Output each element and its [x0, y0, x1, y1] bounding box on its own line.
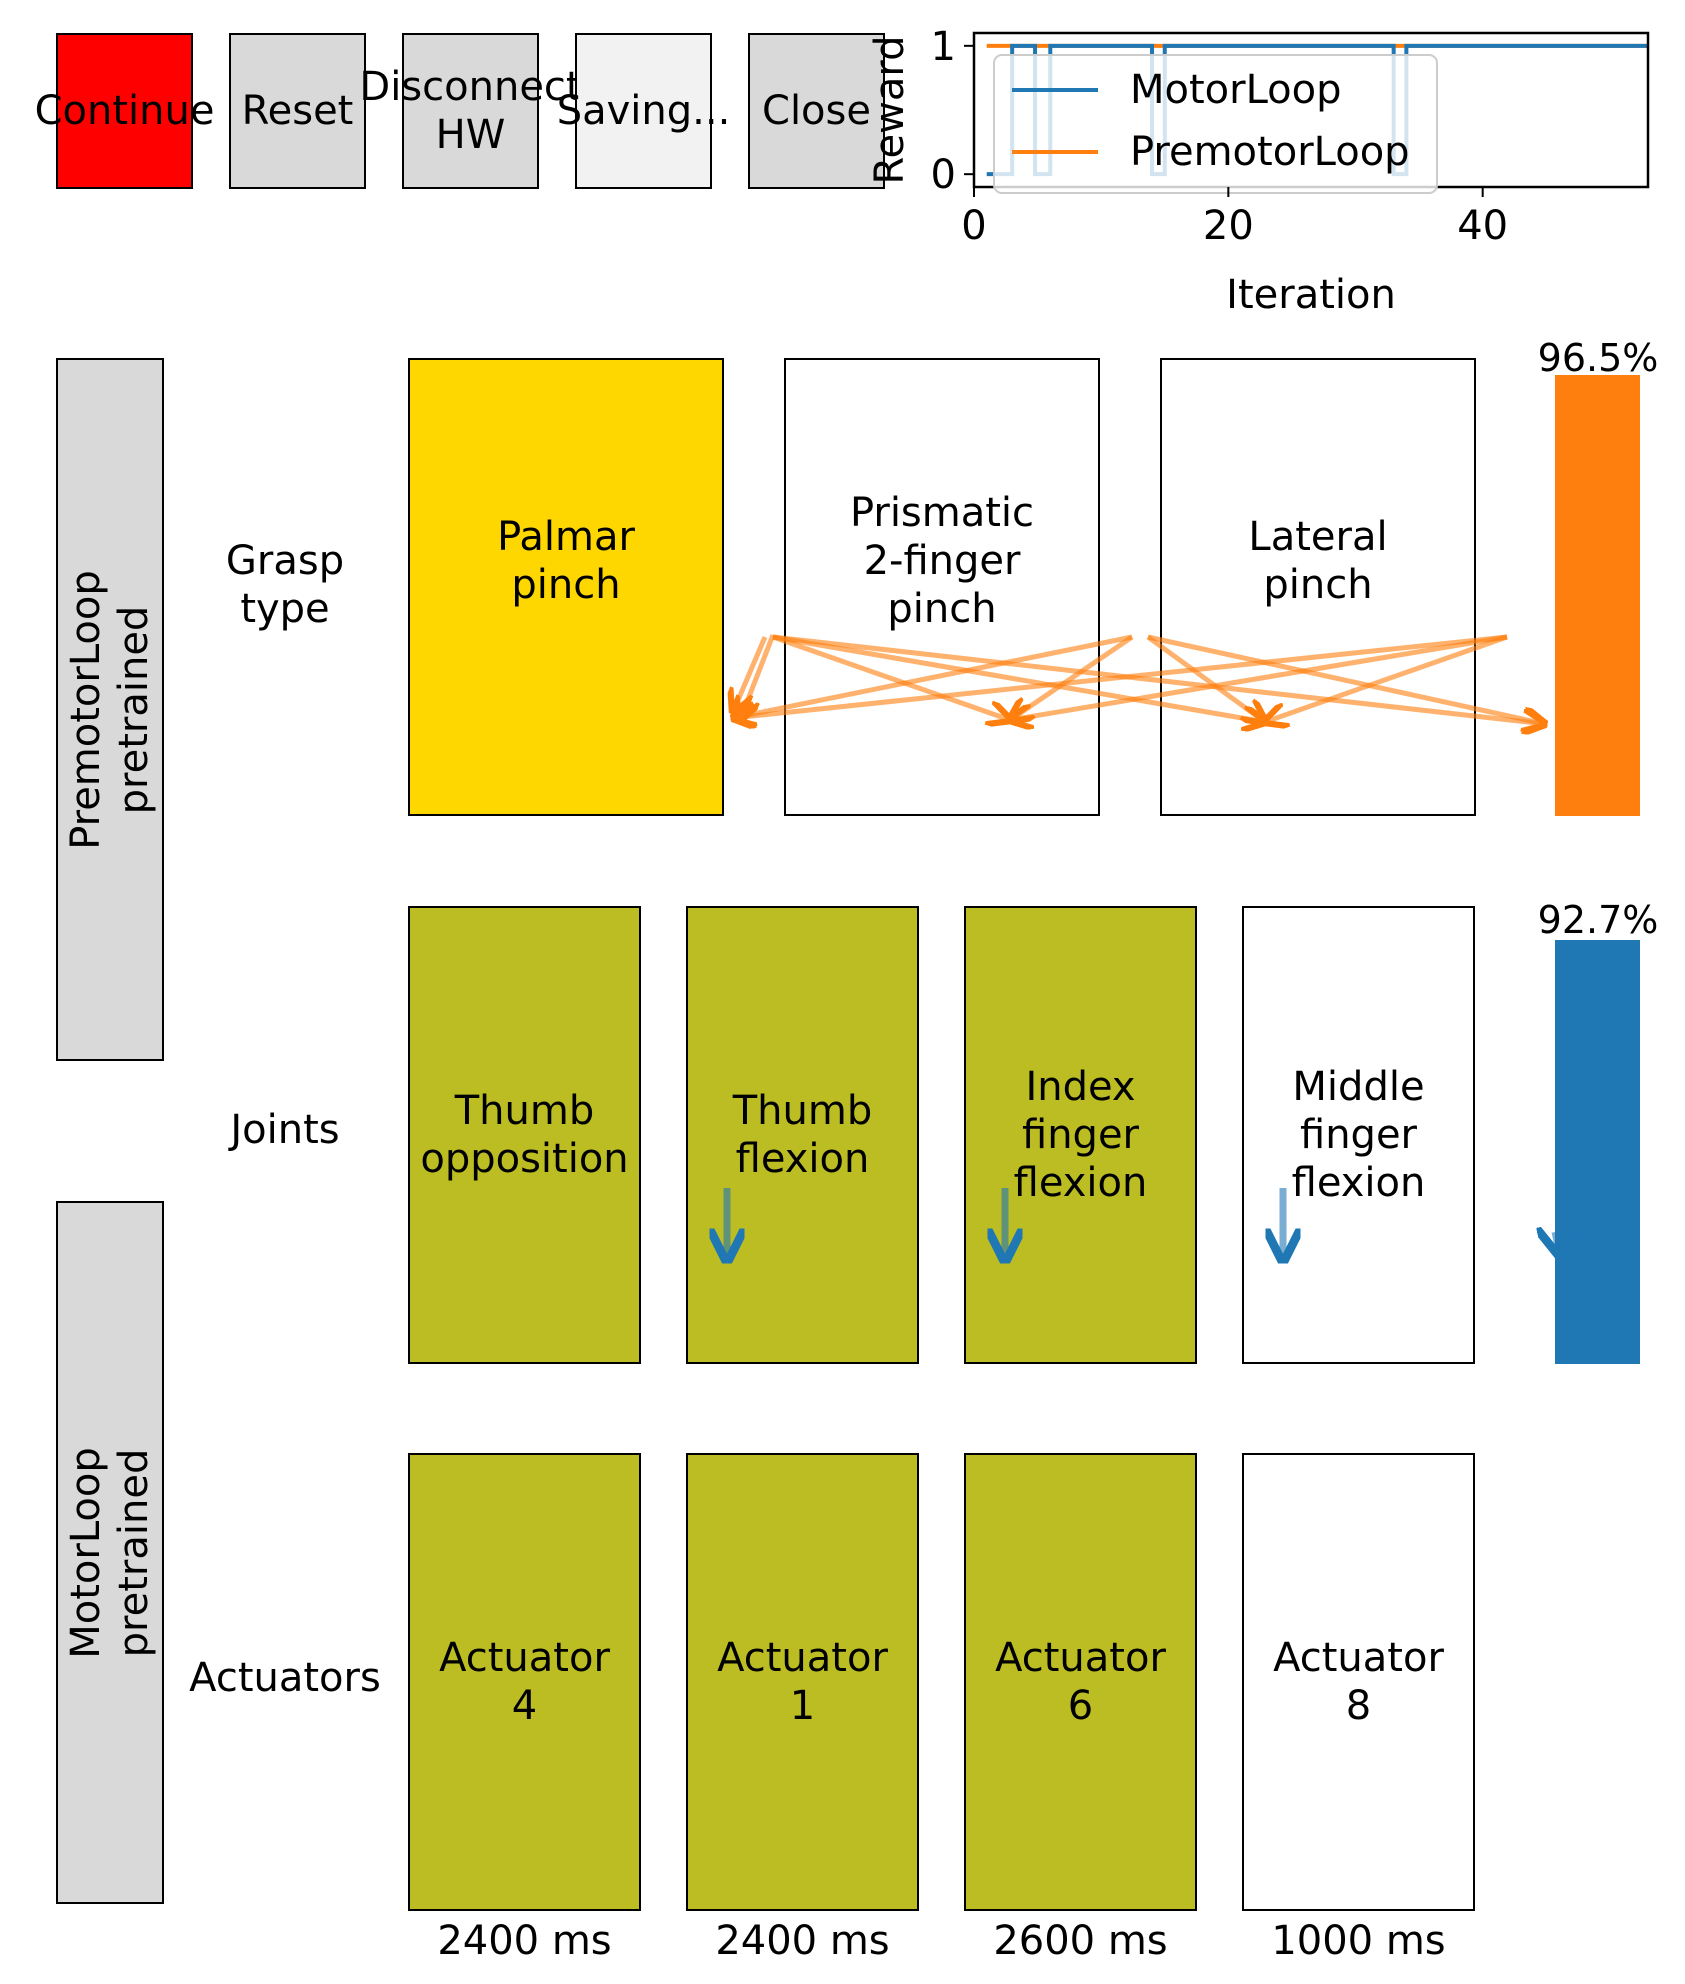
legend-label-premotorloop: PremotorLoop: [1130, 129, 1410, 175]
saving-button-label: Saving...: [556, 88, 731, 134]
legend-frame: [993, 54, 1438, 194]
y-tick-label: 1: [931, 24, 956, 70]
connection-arrow: [733, 636, 768, 712]
disconnect-hw-button-label: Disconnect HW: [359, 64, 582, 158]
chart-legend: MotorLoop PremotorLoop: [993, 54, 1438, 194]
saving-button[interactable]: Saving...: [557, 33, 730, 189]
grasp-label: Palmar pinch: [497, 514, 635, 608]
reward-chart: Reward Iteration MotorLoop PremotorLoop …: [867, 24, 1650, 318]
chart-ylabel: Reward: [867, 36, 913, 185]
motorloop-panel[interactable]: MotorLoop pretrained: [56, 1201, 164, 1904]
joint-thumb-opposition[interactable]: Thumb opposition: [408, 906, 641, 1364]
actuator-timing: 1000 ms: [1271, 1918, 1446, 1964]
legend-label-motorloop: MotorLoop: [1130, 67, 1342, 113]
grasp-palmar-pinch[interactable]: Palmar pinch: [408, 358, 724, 816]
motorloop-label: MotorLoop pretrained: [63, 1446, 157, 1659]
x-tick-label: 40: [1457, 203, 1508, 249]
joint-label: Index finger flexion: [1013, 1064, 1148, 1206]
premotor-confidence-bar: [1555, 374, 1640, 816]
actuator-timing: 2400 ms: [437, 1918, 612, 1964]
joint-index-finger-flexion[interactable]: Index finger flexion: [964, 906, 1197, 1364]
actuator-label: Actuator 4: [439, 1635, 610, 1729]
disconnect-hw-button[interactable]: Disconnect HW: [359, 33, 582, 189]
grasp-label: Prismatic 2-finger pinch: [849, 489, 1035, 632]
joint-label: Middle finger flexion: [1291, 1064, 1426, 1206]
x-tick-label: 0: [961, 203, 986, 249]
grasp-prismatic-2-finger-pinch[interactable]: Prismatic 2-finger pinch: [784, 358, 1100, 816]
premotor-confidence-label: 96.5%: [1537, 336, 1659, 380]
grasp-lateral-pinch[interactable]: Lateral pinch: [1160, 358, 1476, 816]
actuator-label: Actuator 8: [1273, 1635, 1444, 1729]
reset-button-label: Reset: [241, 88, 354, 134]
actuator-label: Actuator 1: [717, 1635, 888, 1729]
actuators-row-label: Actuators: [189, 1655, 381, 1701]
premotorloop-label: PremotorLoop pretrained: [63, 569, 157, 850]
actuator-1[interactable]: Actuator 1: [686, 1453, 919, 1911]
actuator-8[interactable]: Actuator 8: [1242, 1453, 1475, 1911]
joint-thumb-flexion[interactable]: Thumb flexion: [686, 906, 919, 1364]
premotorloop-panel[interactable]: PremotorLoop pretrained: [56, 358, 164, 1061]
continue-button[interactable]: Continue: [35, 33, 214, 189]
connection-arrow: [740, 634, 776, 720]
motor-confidence-bar: [1555, 940, 1640, 1364]
reset-button[interactable]: Reset: [229, 33, 366, 189]
actuator-6[interactable]: Actuator 6: [964, 1453, 1197, 1911]
actuator-timing: 2400 ms: [715, 1918, 890, 1964]
x-tick-label: 20: [1203, 203, 1254, 249]
continue-button-label: Continue: [34, 88, 215, 134]
y-tick-label: 0: [931, 152, 956, 198]
joint-label: Thumb opposition: [420, 1088, 629, 1182]
grasp-label: Lateral pinch: [1248, 514, 1388, 608]
chart-xlabel: Iteration: [1226, 272, 1396, 318]
joints-row-label: Joints: [230, 1107, 340, 1153]
actuator-label: Actuator 6: [995, 1635, 1166, 1729]
motor-confidence-label: 92.7%: [1537, 898, 1659, 942]
joint-label: Thumb flexion: [732, 1088, 873, 1182]
actuator-timing: 2600 ms: [993, 1918, 1168, 1964]
close-button[interactable]: Close: [748, 33, 885, 189]
grasp-type-row-label: Grasp type: [225, 538, 345, 632]
actuator-4[interactable]: Actuator 4: [408, 1453, 641, 1911]
joint-middle-finger-flexion[interactable]: Middle finger flexion: [1242, 906, 1475, 1364]
close-button-label: Close: [762, 88, 871, 134]
